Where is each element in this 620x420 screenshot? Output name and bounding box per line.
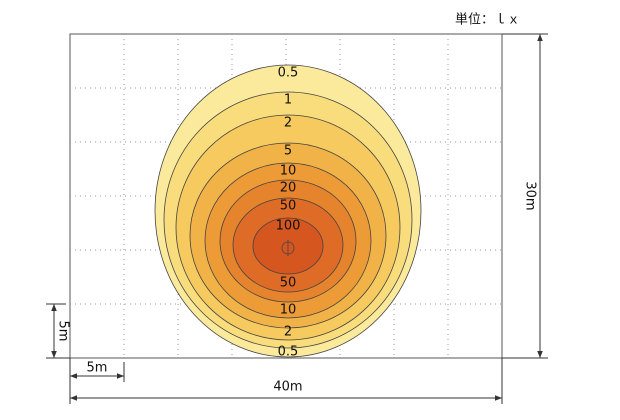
contour-label: 10 — [280, 164, 297, 179]
contours: 0.5 1 2 5 10 20 50 100 50 10 2 0.5 — [154, 64, 422, 360]
contour-label: 50 — [280, 199, 297, 214]
contour-label: 0.5 — [278, 345, 299, 360]
unit-label: 単位：ｌｘ — [455, 12, 520, 28]
contour-label: 10 — [280, 303, 297, 318]
contour-label: 50 — [280, 276, 297, 291]
contour-label: 5 — [284, 144, 292, 159]
grid-x-label: 5m — [87, 361, 108, 376]
width-label: 40m — [273, 380, 302, 395]
contour-label: 1 — [284, 93, 292, 108]
contour-label: 100 — [276, 219, 301, 234]
dimensions: 40m 5m 30m 5m — [46, 33, 548, 404]
contour-label: 2 — [284, 116, 292, 131]
contour-label: 0.5 — [278, 66, 299, 81]
grid-y-label: 5m — [56, 321, 71, 342]
contour-label: 2 — [284, 325, 292, 340]
height-label: 30m — [523, 181, 538, 210]
contour-label: 20 — [280, 181, 297, 196]
